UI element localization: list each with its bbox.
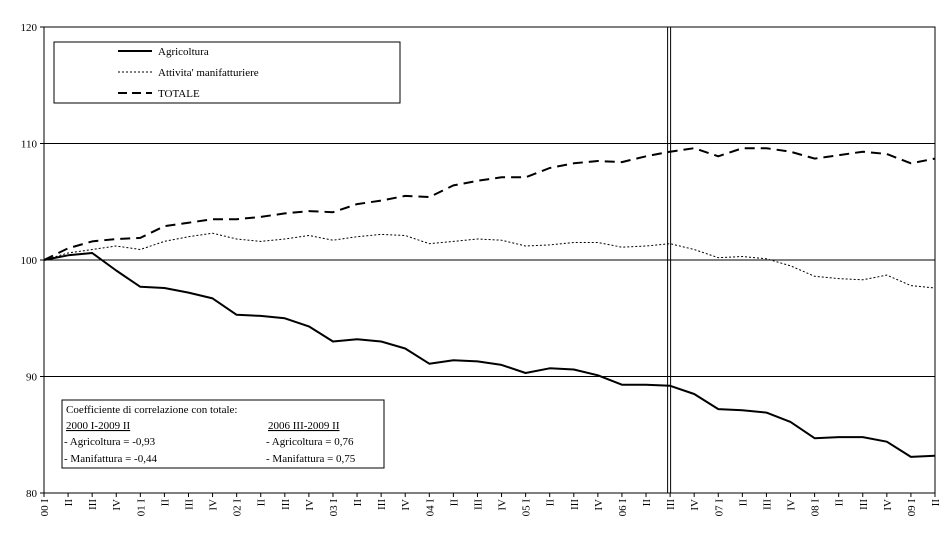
y-tick-label-100: 100 xyxy=(21,255,38,267)
x-tick-label: III xyxy=(280,499,292,510)
correlation-annotation: Coefficiente di correlazione con totale:… xyxy=(61,399,385,469)
x-tick-label: IV xyxy=(208,499,220,511)
x-tick-label: II xyxy=(256,499,268,507)
x-tick-label: II xyxy=(930,499,942,507)
x-tick-label: 09 I xyxy=(906,499,918,517)
legend-label-agricoltura: Agricoltura xyxy=(158,46,209,58)
series-line-totale xyxy=(43,147,936,261)
x-tick-label: III xyxy=(569,499,581,510)
annotation-period-2: 2006 III-2009 II xyxy=(268,420,340,432)
x-tick-label: 07 I xyxy=(713,499,725,517)
x-tick-label: III xyxy=(858,499,870,510)
x-tick-label: IV xyxy=(689,499,701,511)
x-tick-label: IV xyxy=(304,499,316,511)
x-tick-label: IV xyxy=(882,499,894,511)
annotation-box xyxy=(61,399,385,469)
x-tick-label: 02 I xyxy=(232,499,244,517)
x-tick-label: III xyxy=(665,499,677,510)
x-tick-label: IV xyxy=(111,499,123,511)
series-line-agricoltura xyxy=(43,252,936,458)
x-tick-label: III xyxy=(472,499,484,510)
y-tick-label-90: 90 xyxy=(26,372,38,384)
x-tick-label: III xyxy=(761,499,773,510)
x-tick-label: 08 I xyxy=(810,499,822,517)
x-tick-label: 04 I xyxy=(424,499,436,517)
x-tick-label: III xyxy=(376,499,388,510)
x-tick-label: II xyxy=(63,499,75,507)
x-tick-label: II xyxy=(834,499,846,507)
y-tick-label-110: 110 xyxy=(21,139,38,151)
y-axis: 80 90 100 110 120 xyxy=(21,22,44,500)
annotation-col2-line2: - Manifattura = 0,75 xyxy=(266,453,356,465)
x-tick-label: IV xyxy=(593,499,605,511)
legend-box xyxy=(53,41,401,104)
x-tick-label: 03 I xyxy=(328,499,340,517)
x-tick-label: IV xyxy=(400,499,412,511)
annotation-period-1: 2000 I-2009 II xyxy=(66,420,130,432)
x-tick-label: II xyxy=(545,499,557,507)
legend-label-manifatturiere: Attivita' manifatturiere xyxy=(158,67,259,79)
gridlines xyxy=(44,143,935,377)
annotation-title: Coefficiente di correlazione con totale: xyxy=(66,404,237,416)
x-tick-label: II xyxy=(352,499,364,507)
x-tick-label: II xyxy=(159,499,171,507)
annotation-col2-line1: - Agricoltura = 0,76 xyxy=(266,436,354,448)
x-tick-label: II xyxy=(641,499,653,507)
x-tick-label: III xyxy=(87,499,99,510)
period-marker xyxy=(667,27,672,493)
legend-label-totale: TOTALE xyxy=(158,88,200,100)
x-tick-label: 05 I xyxy=(521,499,533,517)
x-tick-label: 01 I xyxy=(135,499,147,517)
x-tick-label: II xyxy=(737,499,749,507)
x-tick-label: III xyxy=(183,499,195,510)
series-layer xyxy=(43,147,936,458)
x-tick-label: IV xyxy=(786,499,798,511)
y-tick-label-120: 120 xyxy=(21,22,38,34)
x-tick-label: 06 I xyxy=(617,499,629,517)
legend: Agricoltura Attivita' manifatturiere TOT… xyxy=(53,41,401,104)
x-tick-label: II xyxy=(448,499,460,507)
annotation-col1-line1: - Agricoltura = -0,93 xyxy=(64,436,156,448)
x-tick-label: IV xyxy=(497,499,509,511)
series-line-attivita-manifatturiere xyxy=(43,232,936,289)
y-tick-label-80: 80 xyxy=(26,488,38,500)
annotation-col1-line2: - Manifattura = -0,44 xyxy=(64,453,157,465)
x-tick-label: 00 I xyxy=(39,499,51,517)
x-axis: 00 I II III IV 01 I II III IV 02 I II III IV 03 I II I… xyxy=(39,493,942,516)
